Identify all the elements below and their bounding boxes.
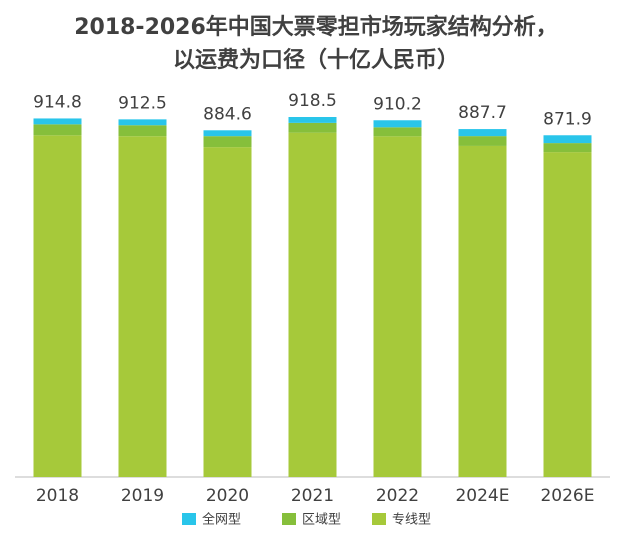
x-tick-label: 2021 [291, 486, 334, 506]
bar-segment [458, 129, 507, 137]
x-tick-label: 2024E [455, 486, 509, 506]
bar-segment [288, 117, 337, 123]
x-tick-label: 2022 [376, 486, 419, 506]
chart-subtitle: 以运费为口径（十亿人民币） [173, 47, 459, 73]
bar-segment [373, 120, 422, 128]
bar-segment [458, 145, 507, 477]
x-tick-label: 2019 [121, 486, 164, 506]
bar-segment [203, 147, 252, 477]
total-label: 914.8 [33, 92, 82, 112]
bar-segment [288, 132, 337, 477]
bar-segment [203, 130, 252, 137]
bar-segment [373, 127, 422, 137]
total-label: 912.5 [118, 93, 167, 113]
bar-segment [543, 135, 592, 144]
bar-segment [203, 136, 252, 148]
total-label: 910.2 [373, 94, 422, 114]
bar-segment [373, 136, 422, 477]
bar-segment [543, 143, 592, 153]
bar-segment [118, 125, 167, 137]
legend-swatch [282, 513, 296, 525]
bar-segment [543, 152, 592, 477]
x-tick-label: 2018 [36, 486, 79, 506]
legend-label: 专线型 [392, 513, 431, 528]
bar-segment [33, 118, 82, 125]
bar-segment [33, 124, 82, 136]
bar-segment [118, 136, 167, 477]
bar-segment [33, 135, 82, 477]
x-tick-label: 2020 [206, 486, 249, 506]
total-label: 884.6 [203, 104, 252, 124]
bar-segment [458, 136, 507, 146]
bar-segment [118, 119, 167, 126]
legend-label: 区域型 [302, 513, 341, 528]
total-label: 871.9 [543, 109, 592, 129]
bar-segment [288, 122, 337, 133]
legend-swatch [182, 513, 196, 525]
total-label: 887.7 [458, 103, 507, 123]
chart-title: 2018-2026年中国大票零担市场玩家结构分析， [74, 14, 558, 40]
x-tick-label: 2026E [540, 486, 594, 506]
legend-swatch [372, 513, 386, 525]
total-label: 918.5 [288, 91, 337, 111]
legend-label: 全网型 [202, 512, 241, 528]
